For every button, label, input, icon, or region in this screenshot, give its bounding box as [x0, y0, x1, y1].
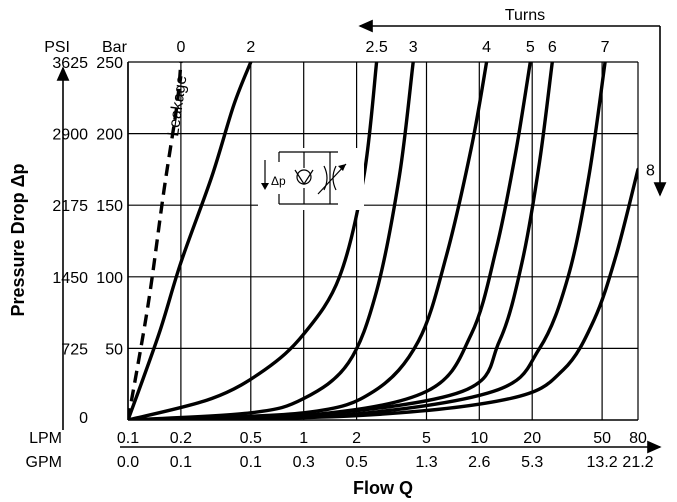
- lpm-tick-label: 5: [422, 430, 431, 447]
- series-label-7: 7: [601, 39, 610, 56]
- psi-tick-label: 1450: [52, 270, 88, 287]
- series-line-4: [128, 62, 489, 420]
- lpm-tick-label: 0.2: [170, 430, 192, 447]
- gpm-tick-label: 21.2: [622, 454, 653, 471]
- series-line-0: [128, 62, 183, 420]
- leakage-label: Leakage: [165, 74, 190, 137]
- gpm-tick-label: 0.1: [170, 454, 192, 471]
- gpm-tick-label: 0.1: [240, 454, 262, 471]
- lpm-tick-label: 80: [629, 430, 647, 447]
- gpm-tick-label: 0.3: [293, 454, 315, 471]
- psi-tick-labels: 0 725 1450 2175 2900 3625: [52, 55, 88, 427]
- psi-tick-label: 3625: [52, 55, 88, 72]
- delta-p-label: Δp: [271, 174, 286, 188]
- gpm-tick-label: 13.2: [587, 454, 618, 471]
- gpm-tick-labels: 0.0 0.1 0.1 0.3 0.5 1.3 2.6 5.3 13.2 21.2: [117, 454, 654, 471]
- series-labels: 0 2 2.5 3 4 5 6 7 8: [176, 39, 655, 179]
- gpm-tick-label: 0.5: [345, 454, 367, 471]
- psi-tick-label: 725: [61, 341, 88, 358]
- lpm-tick-label: 20: [523, 430, 541, 447]
- lpm-tick-label: 0.5: [240, 430, 262, 447]
- series-line-8: [128, 167, 638, 420]
- valve-symbol: Δp: [258, 148, 364, 210]
- series-label-6: 6: [548, 39, 557, 56]
- bar-header: Bar: [102, 39, 128, 56]
- lpm-tick-label: 1: [299, 430, 308, 447]
- turns-label: Turns: [505, 7, 545, 24]
- gpm-tick-label: 2.6: [468, 454, 490, 471]
- psi-header: PSI: [44, 39, 70, 56]
- x-axis-title: Flow Q: [353, 478, 413, 498]
- lpm-tick-label: 50: [593, 430, 611, 447]
- series-line-6: [128, 62, 554, 420]
- psi-tick-label: 0: [79, 410, 88, 427]
- y-axis-title: Pressure Drop Δp: [8, 164, 28, 317]
- check-seat-icon: [294, 169, 314, 186]
- delta-p-arrowhead: [261, 183, 269, 190]
- series-label-4: 4: [482, 39, 491, 56]
- bar-tick-label: 100: [96, 270, 123, 287]
- lpm-tick-label: 2: [352, 430, 361, 447]
- gpm-tick-label: 5.3: [521, 454, 543, 471]
- bar-tick-label: 200: [96, 127, 123, 144]
- psi-tick-label: 2175: [52, 198, 88, 215]
- bar-tick-labels: 50 100 150 200 250: [96, 55, 123, 358]
- lpm-header: LPM: [29, 430, 62, 447]
- grid-layer: [127, 61, 639, 420]
- gpm-tick-label: 0.0: [117, 454, 139, 471]
- bar-tick-label: 250: [96, 55, 123, 72]
- series-label-0: 0: [176, 39, 185, 56]
- psi-tick-label: 2900: [52, 127, 88, 144]
- gpm-header: GPM: [26, 454, 62, 471]
- series-line-2: [128, 62, 253, 420]
- series-line-2.5: [128, 62, 379, 420]
- orifice-left-icon: [323, 165, 328, 191]
- series-label-2.5: 2.5: [365, 39, 387, 56]
- series-label-2: 2: [246, 39, 255, 56]
- lpm-tick-label: 10: [470, 430, 488, 447]
- bar-tick-label: 50: [105, 341, 123, 358]
- series-label-3: 3: [409, 39, 418, 56]
- series-layer: [128, 62, 638, 420]
- series-line-3: [128, 62, 415, 420]
- series-label-8: 8: [646, 162, 655, 179]
- bar-tick-label: 150: [96, 198, 123, 215]
- series-line-7: [128, 62, 607, 420]
- series-label-5: 5: [526, 39, 535, 56]
- lpm-tick-label: 0.1: [117, 430, 139, 447]
- lpm-tick-labels: 0.1 0.2 0.5 1 2 5 10 20 50 80: [117, 430, 647, 447]
- gpm-tick-label: 1.3: [415, 454, 437, 471]
